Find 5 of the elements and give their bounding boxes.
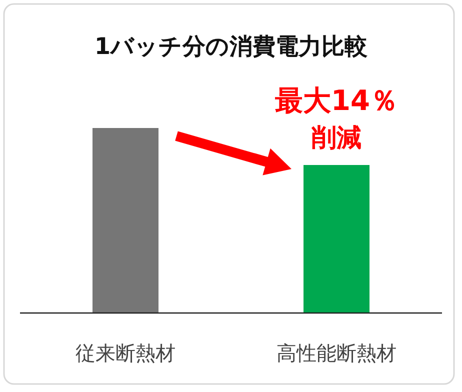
x-tick-label: 従来断熱材 — [76, 341, 176, 365]
x-tick-label: 高性能断熱材 — [276, 341, 396, 365]
chart-title: 1バッチ分の消費電力比較 — [94, 34, 368, 60]
annotation: 削減 — [310, 123, 362, 152]
text: 最大14％ — [274, 84, 398, 117]
